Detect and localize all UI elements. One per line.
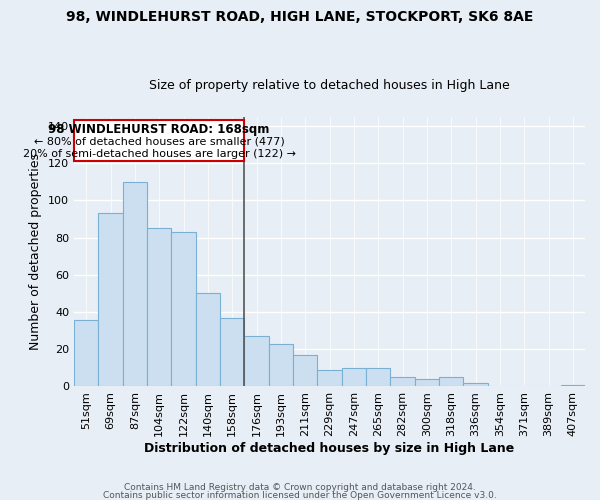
Bar — [366, 368, 391, 386]
Text: Contains public sector information licensed under the Open Government Licence v3: Contains public sector information licen… — [103, 490, 497, 500]
Bar — [98, 214, 122, 386]
Bar — [244, 336, 269, 386]
Bar — [463, 382, 488, 386]
Bar — [391, 377, 415, 386]
Bar — [122, 182, 147, 386]
Bar — [220, 318, 244, 386]
Text: Contains HM Land Registry data © Crown copyright and database right 2024.: Contains HM Land Registry data © Crown c… — [124, 484, 476, 492]
Bar — [147, 228, 172, 386]
Text: 98 WINDLEHURST ROAD: 168sqm: 98 WINDLEHURST ROAD: 168sqm — [49, 124, 270, 136]
Text: 98, WINDLEHURST ROAD, HIGH LANE, STOCKPORT, SK6 8AE: 98, WINDLEHURST ROAD, HIGH LANE, STOCKPO… — [67, 10, 533, 24]
Bar — [269, 344, 293, 386]
Bar — [341, 368, 366, 386]
Bar — [317, 370, 341, 386]
Bar — [415, 379, 439, 386]
Title: Size of property relative to detached houses in High Lane: Size of property relative to detached ho… — [149, 79, 510, 92]
X-axis label: Distribution of detached houses by size in High Lane: Distribution of detached houses by size … — [145, 442, 515, 455]
Bar — [560, 384, 585, 386]
Text: 20% of semi-detached houses are larger (122) →: 20% of semi-detached houses are larger (… — [23, 150, 296, 160]
Bar — [74, 320, 98, 386]
Bar — [172, 232, 196, 386]
Text: ← 80% of detached houses are smaller (477): ← 80% of detached houses are smaller (47… — [34, 136, 284, 146]
Bar — [293, 355, 317, 386]
FancyBboxPatch shape — [74, 120, 244, 162]
Bar — [439, 377, 463, 386]
Y-axis label: Number of detached properties: Number of detached properties — [29, 153, 43, 350]
Bar — [196, 294, 220, 386]
